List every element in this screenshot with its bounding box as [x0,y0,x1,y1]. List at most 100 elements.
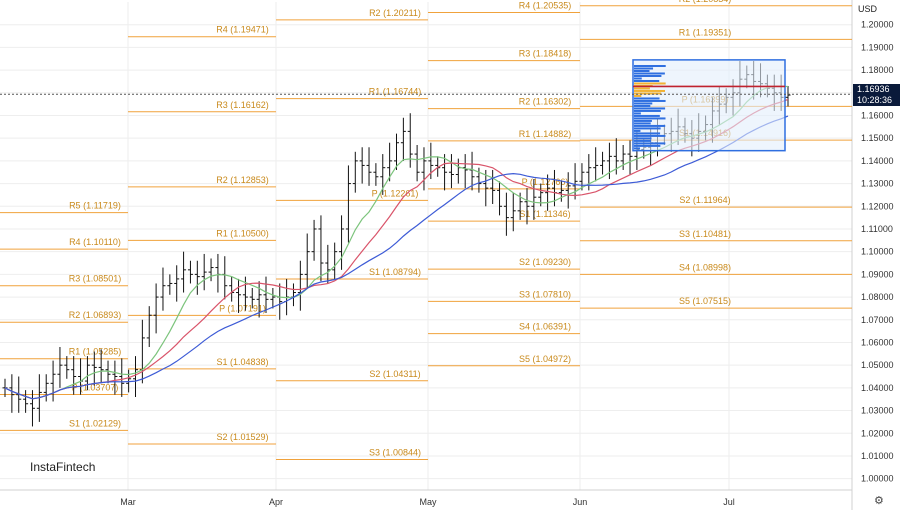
volume-profile-bar [634,139,652,142]
y-tick-label: 1.04000 [861,383,894,393]
ma-blue-line [4,115,789,400]
volume-profile-bar [634,99,666,102]
pivot-label: S2 (1.04311) [369,369,420,379]
volume-profile-bar [634,87,650,90]
y-tick-label: 1.01000 [861,451,894,461]
volume-profile-bar [634,144,661,147]
volume-profile-bar [634,70,650,73]
pivot-label: S4 (1.06391) [519,322,571,332]
x-tick-label: May [419,497,437,507]
volume-profile-bar [634,102,653,105]
y-tick-label: 1.15000 [861,133,894,143]
brand-logo: InstaFintech [30,460,96,474]
pivot-label: S1 (1.11346) [519,209,570,219]
x-tick-label: Jul [723,497,735,507]
volume-profile-bar [634,67,654,70]
ma-red-line [4,98,789,400]
y-tick-label: 1.16000 [861,110,894,120]
pivot-label: R2 (1.20211) [369,8,421,18]
y-tick-label: 1.14000 [861,156,894,166]
y-tick-label: 1.08000 [861,292,894,302]
volume-profile-bar [634,89,665,92]
pivot-label: S5 (1.04972) [519,354,571,364]
volume-profile-bar [634,79,660,82]
volume-profile-bar [634,134,666,137]
y-tick-label: 1.19000 [861,42,894,52]
pivot-label: P (1.07191) [219,303,266,313]
pivot-label: R1 (1.19351) [679,27,732,37]
y-tick-label: 1.09000 [861,269,894,279]
volume-profile-bar [634,142,666,145]
pivot-label: P (1.03707) [72,383,119,393]
volume-profile-bar [634,119,652,122]
current-time: 10:28:36 [857,95,893,105]
volume-profile-bar [634,117,666,120]
pivot-label: R3 (1.18418) [519,49,572,59]
pivot-label: S1 (1.04838) [216,357,268,367]
pivot-label: S1 (1.08794) [369,267,421,277]
pivot-label: R2 (1.06893) [69,310,122,320]
pivot-label: R2 (1.12853) [216,175,269,185]
volume-profile-bar [634,97,660,100]
current-price-tag: 1.16936 10:28:36 [853,84,900,106]
y-tick-label: 1.12000 [861,201,894,211]
pivot-label: R3 (1.16162) [216,100,269,110]
y-tick-label: 1.18000 [861,65,894,75]
pivot-label: R5 (1.11719) [69,201,121,211]
volume-profile-bar [634,132,661,135]
volume-profile-bar [634,94,642,97]
x-tick-label: Mar [120,497,136,507]
y-tick-label: 1.03000 [861,406,894,416]
volume-profile-bar [634,122,651,125]
pivot-label: R1 (1.16744) [369,87,422,97]
pivot-label: R4 (1.20535) [519,1,572,11]
pivot-label: S3 (1.10481) [679,229,731,239]
y-tick-label: 1.11000 [861,224,893,234]
volume-profile-bar [634,65,666,68]
pivot-label: R2 (1.16302) [519,97,572,107]
currency-label[interactable]: USD [858,4,878,14]
y-tick-label: 1.05000 [861,360,894,370]
volume-profile-bar [634,124,666,127]
volume-profile-bar [634,129,641,132]
pivot-label: S2 (1.09230) [519,257,571,267]
volume-profile-bar [634,74,662,77]
pivot-label: R1 (1.10500) [216,228,269,238]
pivot-label: R1 (1.14882) [519,129,572,139]
volume-profile-bar [634,114,660,117]
pivot-label: S3 (1.07810) [519,289,571,299]
y-tick-label: 1.10000 [861,247,894,257]
gear-icon[interactable]: ⚙ [874,495,884,507]
volume-profile-bar [634,109,661,112]
pivot-label: R1 (1.05285) [69,347,122,357]
pivot-label: R4 (1.19471) [216,25,269,35]
y-tick-label: 1.00000 [861,474,894,484]
volume-profile-bar [634,112,641,115]
y-tick-label: 1.06000 [861,337,894,347]
volume-profile-bar [634,72,665,75]
volume-profile-bar [634,147,640,150]
pivot-label: S3 (1.00844) [369,447,421,457]
current-price: 1.16936 [857,84,890,94]
pivot-label: R3 (1.08501) [69,274,122,284]
y-tick-label: 1.07000 [861,315,894,325]
pivot-label: S5 (1.07515) [679,296,731,306]
pivot-label: S4 (1.08998) [679,262,731,272]
pivot-label: S1 (1.02129) [69,418,121,428]
x-tick-label: Jun [573,497,588,507]
y-tick-label: 1.20000 [861,20,894,30]
y-tick-label: 1.13000 [861,179,894,189]
volume-profile-bar [634,77,642,80]
volume-profile-bar [634,104,651,107]
volume-profile-bar [634,137,652,140]
pivot-label: R4 (1.10110) [69,237,121,247]
volume-profile-bar [634,127,661,130]
x-tick-label: Apr [269,497,283,507]
pivot-label: S2 (1.01529) [216,432,268,442]
pivot-label: R2 (1.20834) [679,0,732,4]
y-tick-label: 1.02000 [861,428,894,438]
pivot-label: P (1.12261) [372,188,419,198]
pivot-label: P (1.12766) [522,177,569,187]
volume-profile-bar [634,82,666,85]
